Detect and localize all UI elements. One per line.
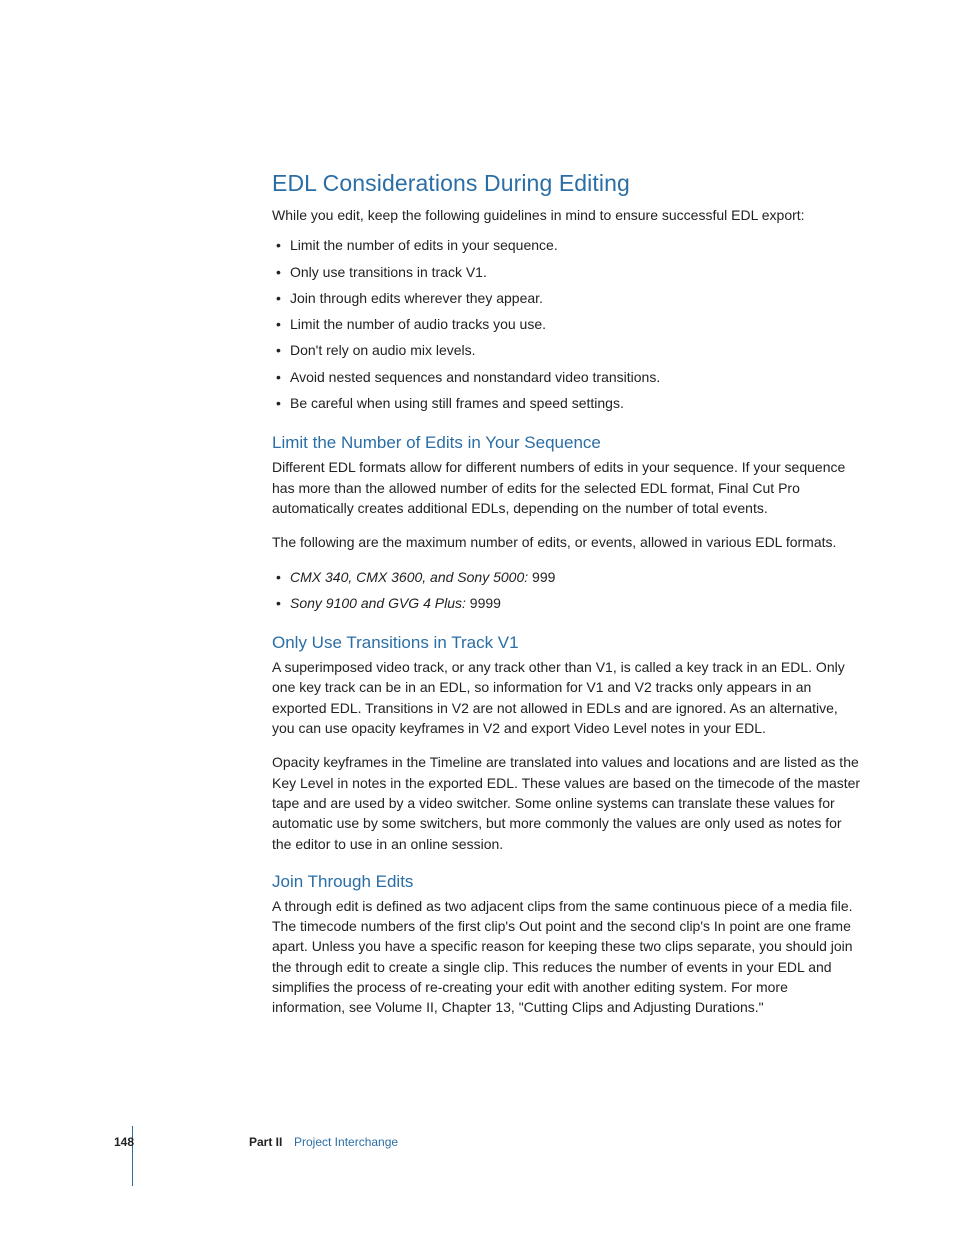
format-value: 9999 — [470, 595, 501, 611]
section-heading-limit-edits: Limit the Number of Edits in Your Sequen… — [272, 433, 862, 453]
page-number: 148 — [114, 1135, 134, 1149]
section-heading-join-through: Join Through Edits — [272, 872, 862, 892]
page-footer: 148 Part II Project Interchange — [114, 1135, 854, 1185]
list-item: CMX 340, CMX 3600, and Sony 5000: 999 — [272, 567, 862, 587]
intro-paragraph: While you edit, keep the following guide… — [272, 205, 862, 225]
list-item: Join through edits wherever they appear. — [272, 288, 862, 308]
list-item: Sony 9100 and GVG 4 Plus: 9999 — [272, 593, 862, 613]
format-label: Sony 9100 and GVG 4 Plus: — [290, 595, 470, 611]
footer-section: Project Interchange — [294, 1135, 398, 1149]
format-label: CMX 340, CMX 3600, and Sony 5000: — [290, 569, 532, 585]
body-paragraph: Opacity keyframes in the Timeline are tr… — [272, 752, 862, 853]
guidelines-list: Limit the number of edits in your sequen… — [272, 235, 862, 413]
body-paragraph: The following are the maximum number of … — [272, 532, 862, 552]
format-value: 999 — [532, 569, 555, 585]
list-item: Avoid nested sequences and nonstandard v… — [272, 367, 862, 387]
list-item: Limit the number of edits in your sequen… — [272, 235, 862, 255]
page-content: EDL Considerations During Editing While … — [272, 170, 862, 1032]
main-heading: EDL Considerations During Editing — [272, 170, 862, 197]
body-paragraph: Different EDL formats allow for differen… — [272, 457, 862, 518]
body-paragraph: A through edit is defined as two adjacen… — [272, 896, 862, 1018]
section-heading-transitions-v1: Only Use Transitions in Track V1 — [272, 633, 862, 653]
list-item: Only use transitions in track V1. — [272, 262, 862, 282]
edl-limits-list: CMX 340, CMX 3600, and Sony 5000: 999 So… — [272, 567, 862, 614]
list-item: Limit the number of audio tracks you use… — [272, 314, 862, 334]
list-item: Don't rely on audio mix levels. — [272, 340, 862, 360]
document-page: EDL Considerations During Editing While … — [0, 0, 954, 1235]
footer-part: Part II — [249, 1135, 282, 1149]
body-paragraph: A superimposed video track, or any track… — [272, 657, 862, 738]
list-item: Be careful when using still frames and s… — [272, 393, 862, 413]
